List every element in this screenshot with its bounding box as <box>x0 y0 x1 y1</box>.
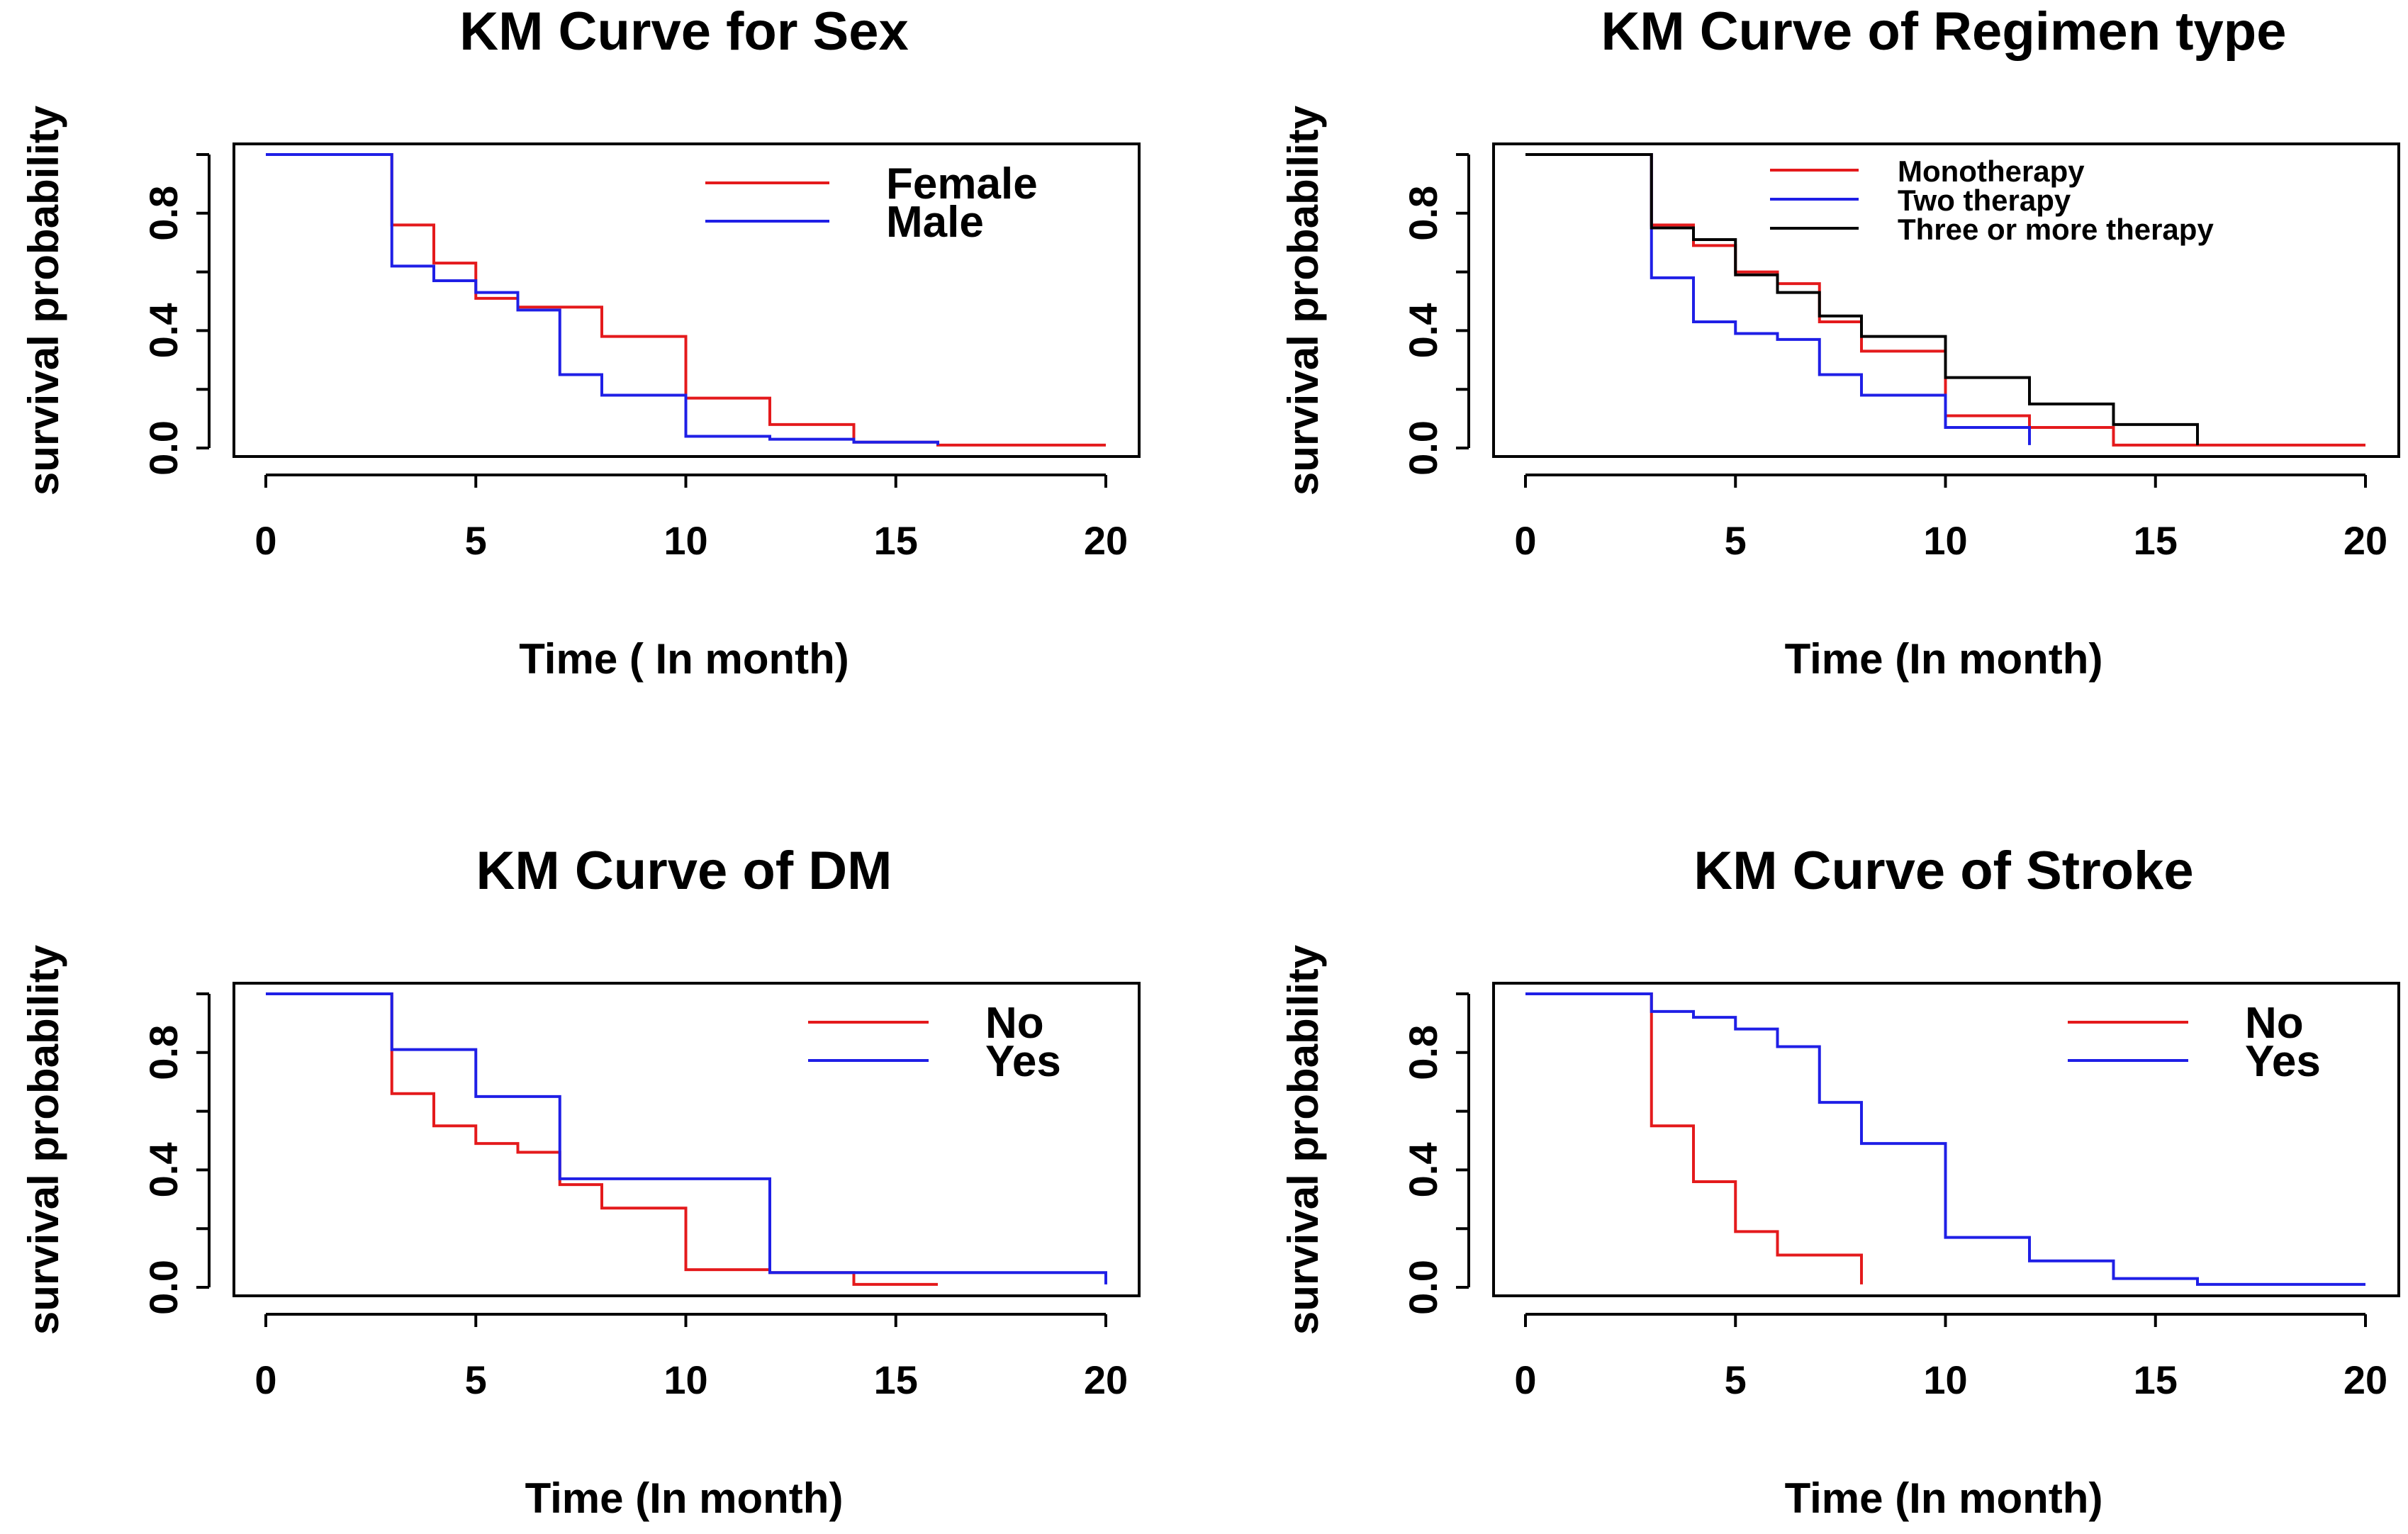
chart-title: KM Curve of Stroke <box>1693 841 2193 901</box>
y-tick-labels: 0.0 0.4 0.8 <box>1401 1025 1445 1315</box>
y-tick-label: 0.8 <box>1401 186 1445 241</box>
x-tick-label: 10 <box>663 1357 707 1402</box>
legend-label-no: No <box>2245 999 2304 1048</box>
y-tick-label: 0.0 <box>1401 1260 1445 1315</box>
x-tick-label: 0 <box>254 518 276 563</box>
x-tick-label: 15 <box>2134 518 2178 563</box>
x-tick-label: 5 <box>1725 1357 1747 1402</box>
chart-panel-dm: KM Curve of DM 0 5 10 15 20 0.0 0.4 0.8 … <box>20 841 1141 1522</box>
legend-label-monotherapy: Monotherapy <box>1898 155 2085 188</box>
series-layer <box>1525 992 2365 1286</box>
axis-ticks <box>196 153 1107 488</box>
legend-label-no: No <box>985 999 1044 1048</box>
legend: No Yes <box>808 999 1061 1086</box>
chart-panel-regimen: KM Curve of Regimen type 0 5 10 15 20 0.… <box>1279 1 2400 683</box>
x-tick-label: 10 <box>663 518 707 563</box>
chart-title: KM Curve of DM <box>476 841 892 901</box>
x-tick-label: 0 <box>254 1357 276 1402</box>
x-tick-label: 20 <box>1084 518 1128 563</box>
x-tick-label: 20 <box>1084 1357 1128 1402</box>
x-tick-labels: 0 5 10 15 20 <box>254 1357 1128 1402</box>
y-tick-label: 0.0 <box>1401 420 1445 476</box>
x-tick-labels: 0 5 10 15 20 <box>1514 518 2387 563</box>
series-layer <box>1525 153 2365 447</box>
chart-panel-stroke: KM Curve of Stroke 0 5 10 15 20 0.0 0.4 … <box>1279 841 2400 1522</box>
y-axis-label: survival probability <box>20 105 67 496</box>
y-tick-labels: 0.0 0.4 0.8 <box>141 186 186 476</box>
legend-label-yes: Yes <box>2245 1037 2321 1086</box>
series-layer <box>266 992 1107 1286</box>
x-tick-label: 15 <box>874 1357 918 1402</box>
y-tick-label: 0.8 <box>1401 1025 1445 1080</box>
x-tick-label: 5 <box>1725 518 1747 563</box>
x-tick-label: 5 <box>465 518 487 563</box>
chart-title: KM Curve of Regimen type <box>1601 1 2286 62</box>
y-tick-label: 0.4 <box>1401 1142 1445 1197</box>
chart-title: KM Curve for Sex <box>459 1 909 62</box>
axis-ticks <box>1456 992 2367 1327</box>
legend: Female Male <box>705 159 1038 247</box>
y-tick-label: 0.4 <box>1401 303 1445 358</box>
x-tick-labels: 0 5 10 15 20 <box>254 518 1128 563</box>
legend-label-three-therapy: Three or more therapy <box>1898 213 2214 246</box>
km-curve-yes <box>1525 992 2365 1286</box>
x-tick-label: 10 <box>1923 1357 1967 1402</box>
plot-frame <box>1492 142 2400 458</box>
plot-frame <box>233 982 1141 1297</box>
x-tick-label: 5 <box>465 1357 487 1402</box>
x-tick-label: 0 <box>1514 518 1536 563</box>
y-axis-label: survival probability <box>1279 944 1327 1335</box>
axis-ticks <box>196 992 1107 1327</box>
legend-label-male: Male <box>886 198 984 247</box>
x-tick-label: 10 <box>1923 518 1967 563</box>
km-curve-no <box>1525 992 1863 1284</box>
km-curve-male <box>266 153 939 445</box>
x-axis-label: Time (In month) <box>1785 635 2103 683</box>
x-tick-labels: 0 5 10 15 20 <box>1514 1357 2387 1402</box>
x-axis-label: Time (In month) <box>1785 1474 2103 1522</box>
km-curve-two-therapy <box>1525 153 2031 445</box>
x-tick-label: 20 <box>2343 1357 2387 1402</box>
y-axis-label: survival probability <box>1279 105 1327 496</box>
y-tick-label: 0.4 <box>141 303 186 358</box>
km-curve-no <box>266 992 938 1286</box>
y-tick-labels: 0.0 0.4 0.8 <box>141 1025 186 1315</box>
km-curve-three-or-more-therapy <box>1525 153 2199 445</box>
legend-label-two-therapy: Two therapy <box>1898 184 2071 217</box>
axis-ticks <box>1456 153 2367 488</box>
km-curve-female <box>266 153 1106 447</box>
y-tick-labels: 0.0 0.4 0.8 <box>1401 186 1445 476</box>
series-layer <box>266 153 1106 447</box>
y-axis-label: survival probability <box>20 944 67 1335</box>
y-tick-label: 0.0 <box>141 1260 186 1315</box>
x-tick-label: 15 <box>874 518 918 563</box>
km-curve-yes <box>266 992 1107 1284</box>
y-tick-label: 0.0 <box>141 420 186 476</box>
y-tick-label: 0.8 <box>141 1025 186 1080</box>
y-tick-label: 0.4 <box>141 1142 186 1197</box>
plot-frame <box>233 142 1141 458</box>
x-tick-label: 15 <box>2134 1357 2178 1402</box>
x-axis-label: Time (In month) <box>525 1474 844 1522</box>
x-tick-label: 0 <box>1514 1357 1536 1402</box>
x-tick-label: 20 <box>2343 518 2387 563</box>
chart-panel-sex: KM Curve for Sex 0 5 10 15 20 0.0 0.4 0.… <box>20 1 1141 683</box>
plot-frame <box>1492 982 2400 1297</box>
legend: No Yes <box>2068 999 2321 1086</box>
legend-label-female: Female <box>886 159 1038 208</box>
y-tick-label: 0.8 <box>141 186 186 241</box>
x-axis-label: Time ( In month) <box>519 635 849 683</box>
legend: Monotherapy Two therapy Three or more th… <box>1770 155 2214 246</box>
legend-label-yes: Yes <box>985 1037 1061 1086</box>
